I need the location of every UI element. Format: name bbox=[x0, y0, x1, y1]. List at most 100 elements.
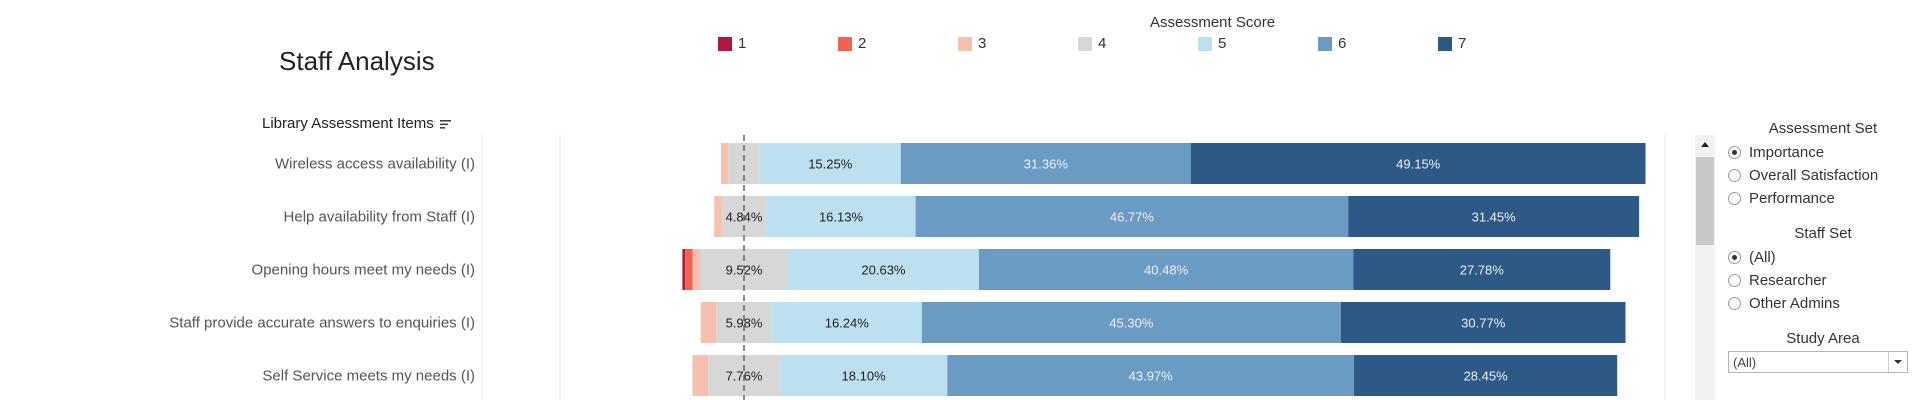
legend-label: 3 bbox=[978, 35, 987, 52]
bar-segment-score-7[interactable] bbox=[1348, 196, 1640, 237]
assessment-set-option[interactable]: Performance bbox=[1728, 187, 1918, 210]
assessment-set-option-label: Overall Satisfaction bbox=[1749, 167, 1879, 184]
staff-set-option[interactable]: (All) bbox=[1728, 246, 1918, 269]
staff-set-option[interactable]: Researcher bbox=[1728, 269, 1918, 292]
bar-segment-score-7[interactable] bbox=[1354, 355, 1618, 396]
legend-swatch bbox=[718, 36, 732, 51]
radio-button[interactable] bbox=[1728, 169, 1741, 182]
staff-set-option[interactable]: Other Admins bbox=[1728, 292, 1918, 315]
data-label: 49.15% bbox=[1396, 157, 1441, 172]
chevron-down-icon[interactable] bbox=[1888, 352, 1907, 372]
items-header[interactable]: Library Assessment Items bbox=[262, 115, 452, 132]
bar-segment-score-3[interactable] bbox=[692, 249, 700, 290]
bar-segment-score-5[interactable] bbox=[759, 143, 901, 184]
category-label: Wireless access availability (I) bbox=[275, 156, 475, 173]
data-label: 31.45% bbox=[1472, 210, 1517, 225]
bar-segment-score-3[interactable] bbox=[692, 355, 709, 396]
assessment-set-option-label: Importance bbox=[1749, 144, 1825, 161]
bar-segment-score-5[interactable] bbox=[771, 302, 922, 343]
legend-item-5[interactable]: 5 bbox=[1198, 35, 1226, 52]
legend-item-2[interactable]: 2 bbox=[838, 35, 866, 52]
data-label: 20.63% bbox=[861, 263, 906, 278]
bar-segment-score-7[interactable] bbox=[1340, 302, 1626, 343]
legend-item-3[interactable]: 3 bbox=[958, 35, 986, 52]
bar-segment-score-3[interactable] bbox=[700, 302, 717, 343]
bar-segment-score-7[interactable] bbox=[1190, 143, 1646, 184]
bar-segment-score-5[interactable] bbox=[766, 196, 916, 237]
radio-button[interactable] bbox=[1728, 297, 1741, 310]
scroll-up-icon[interactable] bbox=[1695, 135, 1715, 153]
bar-segment-score-6[interactable] bbox=[947, 355, 1355, 396]
bar-segment-score-6[interactable] bbox=[915, 196, 1349, 237]
radio-button[interactable] bbox=[1728, 274, 1741, 287]
category-label: Staff provide accurate answers to enquir… bbox=[169, 315, 475, 332]
data-label: 40.48% bbox=[1144, 263, 1189, 278]
staff-set-option-label: (All) bbox=[1749, 249, 1776, 266]
staff-set-title: Staff Set bbox=[1794, 225, 1852, 242]
category-label: Help availability from Staff (I) bbox=[284, 209, 475, 226]
data-label: 5.98% bbox=[726, 316, 763, 331]
sort-icon[interactable] bbox=[439, 119, 452, 129]
data-label: 16.13% bbox=[819, 210, 864, 225]
assessment-set-filter: Assessment Set Importance Overall Satisfa… bbox=[1728, 120, 1918, 210]
legend-title: Assessment Score bbox=[1150, 14, 1276, 31]
data-label: 45.30% bbox=[1109, 316, 1154, 331]
legend-label: 6 bbox=[1338, 35, 1347, 52]
bar-segment-score-5[interactable] bbox=[779, 355, 948, 396]
data-label: 18.10% bbox=[842, 369, 887, 384]
assessment-set-option[interactable]: Overall Satisfaction bbox=[1728, 164, 1918, 187]
radio-button[interactable] bbox=[1728, 192, 1741, 205]
bar-segment-score-3[interactable] bbox=[714, 196, 722, 237]
data-label: 16.24% bbox=[825, 316, 870, 331]
category-label: Opening hours meet my needs (I) bbox=[252, 262, 475, 279]
data-label: 43.97% bbox=[1129, 369, 1174, 384]
page-title: Staff Analysis bbox=[279, 46, 435, 76]
diverging-bar-chart: Wireless access availability (I) 15.25% 31… bbox=[169, 135, 1666, 400]
radio-button[interactable] bbox=[1728, 251, 1741, 264]
scroll-thumb[interactable] bbox=[1696, 157, 1714, 245]
legend-swatch bbox=[838, 36, 852, 51]
legend-swatch bbox=[958, 36, 972, 51]
assessment-set-title: Assessment Set bbox=[1768, 120, 1878, 137]
legend-swatch bbox=[1198, 36, 1212, 51]
staff-set-filter: Staff Set (All) Researcher Other Admins bbox=[1728, 225, 1918, 315]
legend-label: 1 bbox=[738, 35, 747, 52]
bar-segment-score-1[interactable] bbox=[682, 249, 686, 290]
data-label: 31.36% bbox=[1024, 157, 1069, 172]
assessment-set-option-label: Performance bbox=[1749, 190, 1835, 207]
data-label: 46.77% bbox=[1110, 210, 1155, 225]
bar-segment-score-7[interactable] bbox=[1353, 249, 1611, 290]
bar-segment-score-6[interactable] bbox=[978, 249, 1354, 290]
bar-segment-score-3[interactable] bbox=[720, 143, 729, 184]
legend-label: 4 bbox=[1098, 35, 1107, 52]
radio-button[interactable] bbox=[1728, 146, 1741, 159]
legend-swatch bbox=[1078, 36, 1092, 51]
legend-label: 2 bbox=[858, 35, 867, 52]
study-area-filter: Study Area (All) bbox=[1728, 330, 1918, 373]
items-header-label: Library Assessment Items bbox=[262, 115, 434, 132]
bar-segment-score-5[interactable] bbox=[788, 249, 979, 290]
staff-set-option-label: Other Admins bbox=[1749, 295, 1840, 312]
vertical-scrollbar[interactable] bbox=[1695, 135, 1715, 400]
data-label: 27.78% bbox=[1460, 263, 1505, 278]
legend-item-6[interactable]: 6 bbox=[1318, 35, 1346, 52]
legend-item-4[interactable]: 4 bbox=[1078, 35, 1106, 52]
legend: 1 2 3 4 5 6 7 bbox=[718, 35, 1478, 55]
data-label: 28.45% bbox=[1464, 369, 1509, 384]
staff-set-option-label: Researcher bbox=[1749, 272, 1827, 289]
bar-segment-score-6[interactable] bbox=[900, 143, 1191, 184]
bar-segment-score-6[interactable] bbox=[921, 302, 1341, 343]
legend-swatch bbox=[1318, 36, 1332, 51]
legend-label: 7 bbox=[1458, 35, 1467, 52]
legend-item-1[interactable]: 1 bbox=[718, 35, 746, 52]
study-area-title: Study Area bbox=[1786, 330, 1860, 347]
legend-swatch bbox=[1438, 36, 1452, 51]
study-area-select[interactable]: (All) bbox=[1728, 351, 1908, 373]
legend-label: 5 bbox=[1218, 35, 1227, 52]
data-label: 15.25% bbox=[808, 157, 853, 172]
legend-item-7[interactable]: 7 bbox=[1438, 35, 1466, 52]
bar-segment-score-2[interactable] bbox=[685, 249, 693, 290]
category-label: Self Service meets my needs (I) bbox=[262, 368, 475, 385]
assessment-set-option[interactable]: Importance bbox=[1728, 141, 1918, 164]
study-area-value: (All) bbox=[1733, 354, 1757, 370]
